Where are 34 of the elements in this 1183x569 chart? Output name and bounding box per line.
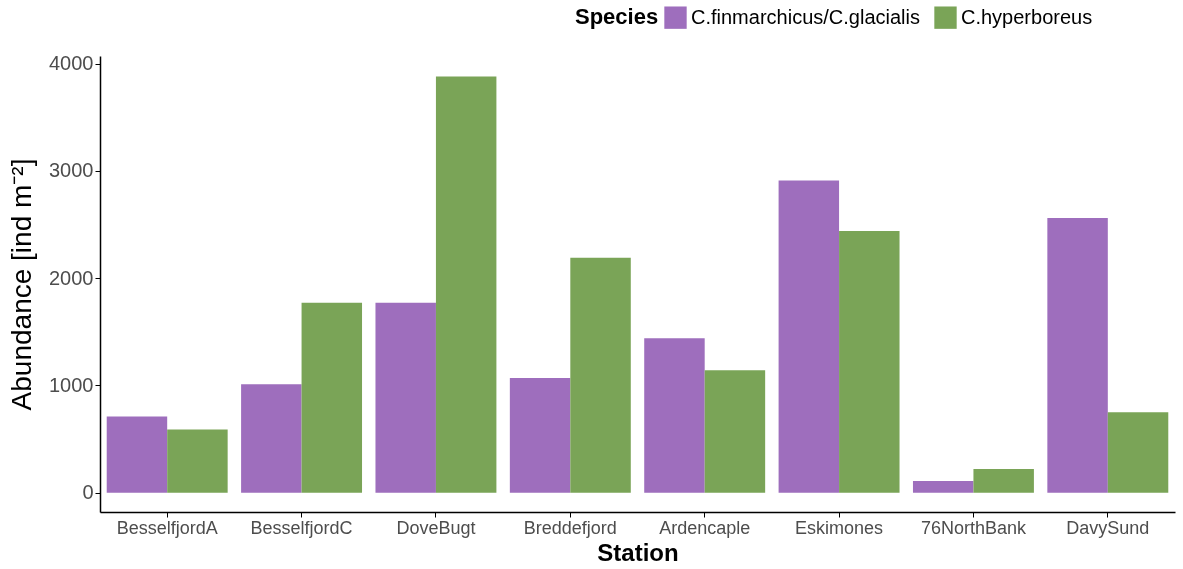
x-tick-label: Breddefjord (523, 517, 617, 538)
bar (241, 384, 302, 493)
x-tick-label: DoveBugt (396, 517, 476, 538)
bar (509, 377, 571, 493)
x-tick-label: BesselfjordA (116, 517, 218, 538)
bar (435, 76, 497, 493)
bar (167, 429, 228, 493)
legend-label: C.hyperboreus (961, 5, 1093, 28)
bar (1047, 218, 1108, 493)
bar (704, 370, 766, 493)
x-tick-label: Ardencaple (659, 517, 751, 538)
y-tick-label: 3000 (49, 159, 94, 182)
x-tick-label: 76NorthBank (920, 517, 1027, 538)
legend-label: C.finmarchicus/C.glacialis (691, 5, 920, 28)
y-tick-label: 4000 (49, 52, 94, 75)
x-tick-label: DavySund (1066, 517, 1150, 538)
bar (839, 230, 900, 493)
y-tick-label: 1000 (49, 373, 94, 396)
bar (912, 480, 974, 493)
legend-title: Species (575, 4, 659, 29)
y-tick-label: 0 (82, 481, 94, 504)
x-tick-label: BesselfjordC (250, 517, 353, 538)
x-tick-label: Eskimones (795, 517, 884, 538)
bar (644, 338, 705, 493)
bar (301, 302, 363, 493)
bar (1107, 412, 1169, 493)
bar (778, 180, 840, 493)
bar (375, 302, 436, 493)
y-axis-title: Abundance [ind m⁻²] (6, 158, 38, 411)
bar (106, 416, 168, 493)
y-tick-label: 2000 (49, 266, 94, 289)
bar (570, 257, 631, 493)
x-axis-title: Station (597, 538, 679, 566)
bar (973, 469, 1034, 493)
